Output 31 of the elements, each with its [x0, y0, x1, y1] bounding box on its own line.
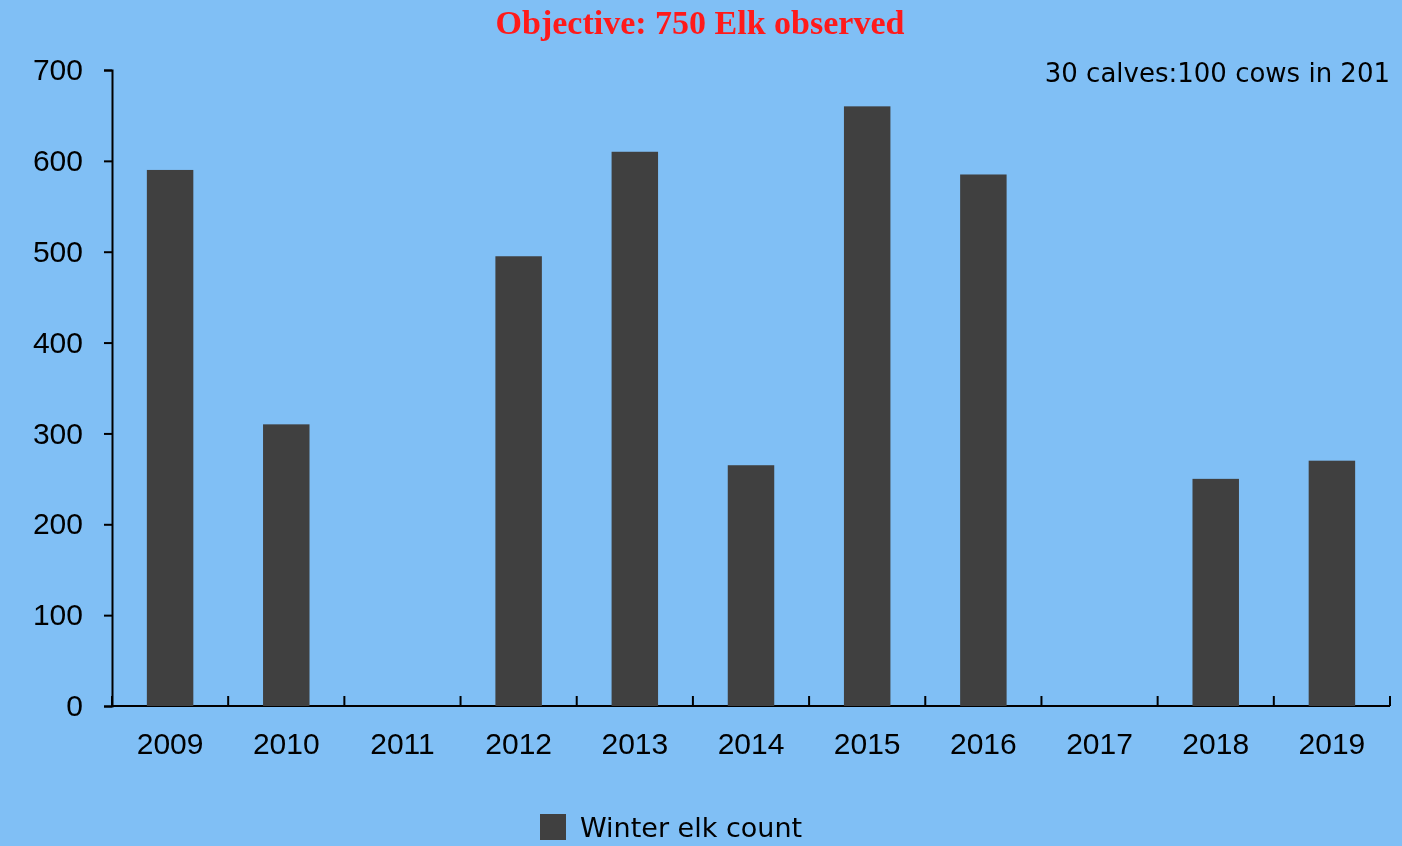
- bar: [611, 151, 659, 706]
- bar: [495, 256, 542, 706]
- bar: [263, 424, 310, 706]
- bar: [960, 174, 1007, 706]
- y-tick-label: 400: [32, 325, 83, 359]
- bar: [1308, 460, 1356, 706]
- x-tick-label: 2014: [717, 727, 785, 760]
- x-tick-label: 2009: [136, 727, 204, 760]
- chart-title: Objective: 750 Elk observed: [495, 4, 905, 41]
- x-tick-label: 2019: [1298, 727, 1366, 760]
- y-tick-label: 0: [66, 689, 83, 723]
- x-tick-label: 2011: [370, 727, 435, 760]
- bar: [843, 106, 891, 706]
- y-tick-label: 600: [32, 143, 83, 177]
- x-tick-label: 2012: [485, 727, 553, 760]
- x-tick-label: 2018: [1182, 727, 1250, 760]
- y-tick-label: 200: [32, 507, 83, 541]
- legend-label: Winter elk count: [580, 812, 803, 843]
- x-tick-label: 2013: [601, 727, 669, 760]
- y-tick-label: 100: [32, 598, 83, 632]
- x-tick-label: 2017: [1066, 727, 1133, 760]
- x-tick-label: 2016: [949, 727, 1017, 760]
- x-tick-label: 2010: [252, 727, 320, 760]
- x-tick-label: 2015: [833, 727, 901, 760]
- bar: [1192, 478, 1239, 706]
- bar: [727, 465, 775, 706]
- y-tick-label: 500: [32, 234, 83, 268]
- bar: [146, 169, 194, 706]
- y-tick-label: 300: [32, 416, 83, 450]
- annotation: 30 calves:100 cows in 201: [1044, 58, 1390, 88]
- y-tick-label: 700: [32, 53, 83, 87]
